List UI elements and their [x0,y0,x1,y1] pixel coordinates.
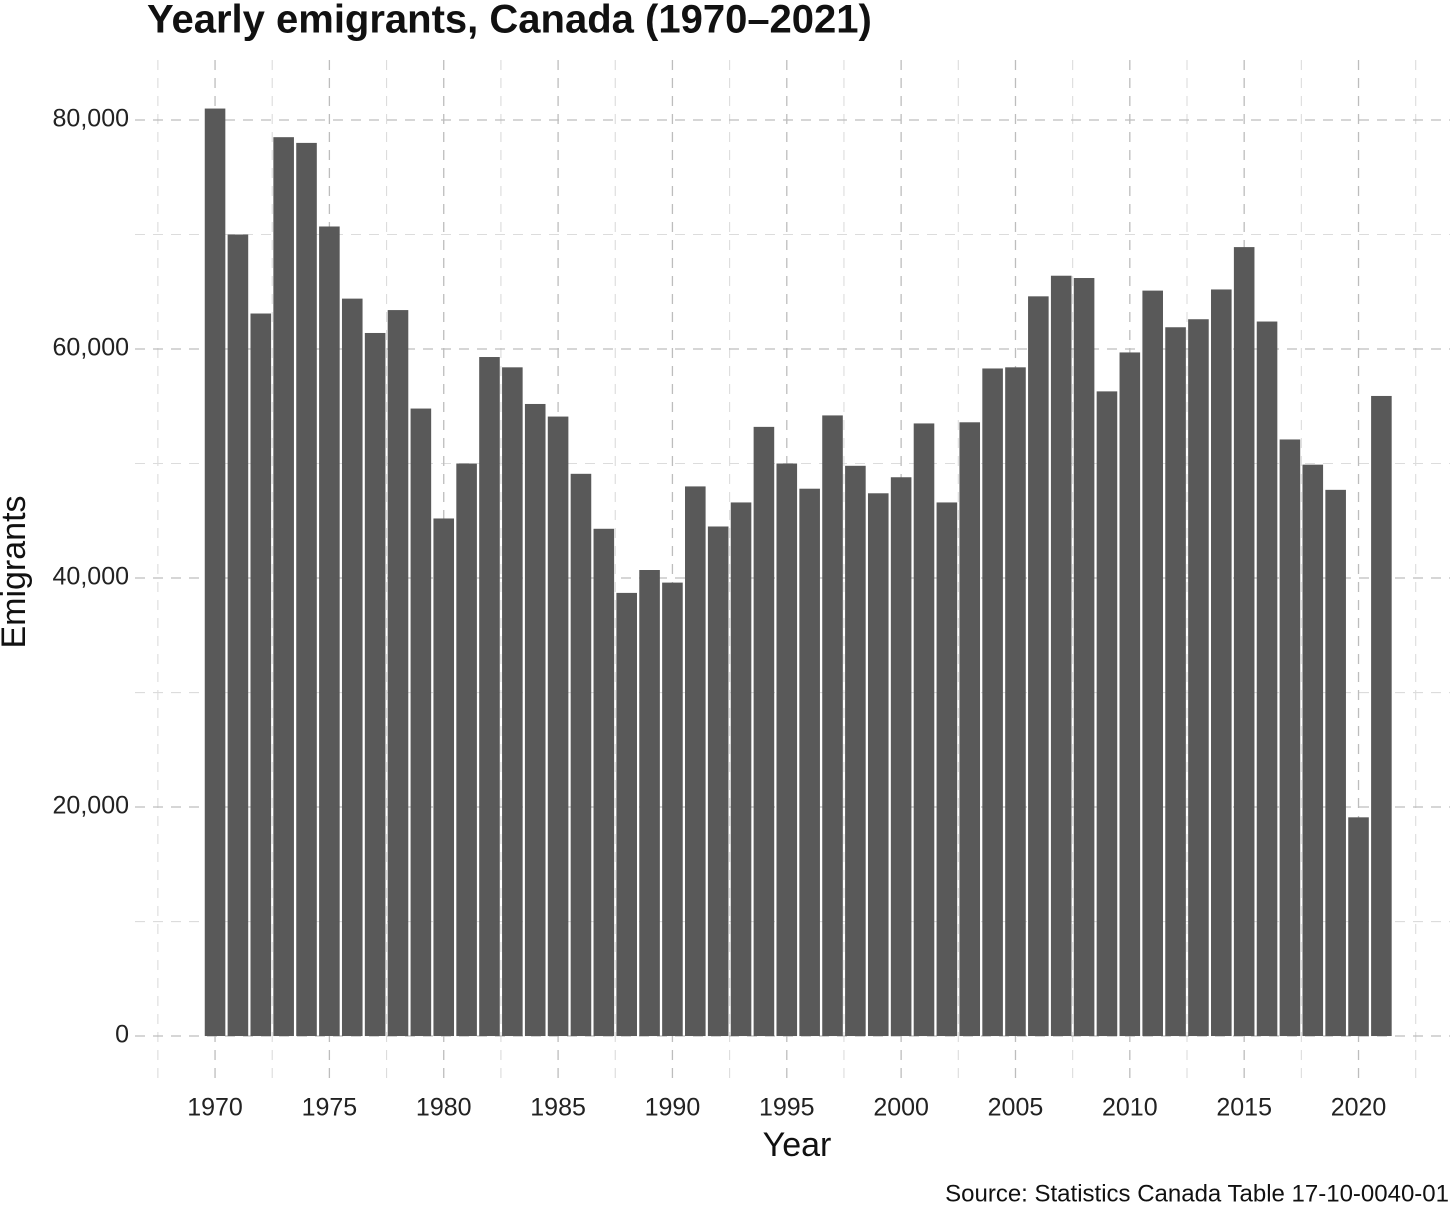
bar [1302,464,1324,1037]
x-axis-label: Year [763,1126,832,1164]
x-tick-label: 1990 [645,1094,701,1122]
bar [1028,296,1049,1037]
bar [685,486,706,1037]
bar [456,463,477,1037]
bar [1211,289,1232,1037]
x-tick-label: 1970 [187,1094,243,1122]
y-tick-label: 60,000 [53,334,129,362]
bar [341,298,363,1037]
bar [547,416,569,1037]
x-tick-label: 2020 [1331,1094,1387,1122]
bar [1325,489,1346,1037]
bar [707,526,729,1037]
bar [867,493,889,1037]
bar [479,357,500,1037]
x-tick-label: 1995 [759,1094,815,1122]
bar [250,313,272,1037]
y-tick-label: 80,000 [53,105,129,133]
bar [753,426,775,1037]
x-tick-label: 2015 [1216,1094,1272,1122]
y-tick-label: 40,000 [53,563,129,591]
bar [639,570,660,1037]
x-tick-label: 1975 [302,1094,358,1122]
bar [662,582,683,1037]
bar [890,477,912,1037]
bar [1005,367,1026,1037]
bar [845,465,866,1037]
bar [1165,327,1186,1037]
bar [524,403,546,1037]
x-tick-label: 1985 [530,1094,586,1122]
bar [1256,321,1278,1037]
y-tick-label: 20,000 [53,792,129,820]
bar [296,142,317,1037]
x-tick-label: 2005 [988,1094,1044,1122]
bar [1073,278,1095,1037]
chart-title: Yearly emigrants, Canada (1970–2021) [147,0,872,42]
source-note: Source: Statistics Canada Table 17-10-00… [945,1180,1449,1207]
bar [982,368,1003,1037]
bar [1096,391,1118,1037]
bar [593,528,615,1037]
bar [387,310,409,1037]
y-axis-label: Emigrants [0,495,33,648]
x-tick-label: 2010 [1102,1094,1158,1122]
x-tick-label: 2000 [873,1094,929,1122]
bar [616,592,637,1037]
bar [776,463,798,1037]
bar [1188,319,1209,1037]
bar [913,423,935,1037]
bar [730,502,752,1037]
bar [204,108,226,1037]
bar [1348,817,1369,1037]
bar [959,422,981,1037]
bar [273,137,294,1037]
bar [822,415,843,1037]
bar [1233,247,1255,1037]
bar [936,502,958,1037]
bar [1371,395,1392,1037]
bar [799,488,820,1037]
bar [319,226,340,1037]
bar [1279,439,1301,1037]
y-tick-label: 0 [115,1021,129,1049]
bar [433,518,455,1037]
bar [1050,275,1072,1037]
x-tick-label: 1980 [416,1094,472,1122]
bar [227,234,249,1037]
bar [502,367,523,1037]
bar [364,332,386,1037]
bar [1119,352,1141,1037]
bar [410,408,432,1037]
bar [570,473,592,1037]
bar [1142,290,1163,1037]
